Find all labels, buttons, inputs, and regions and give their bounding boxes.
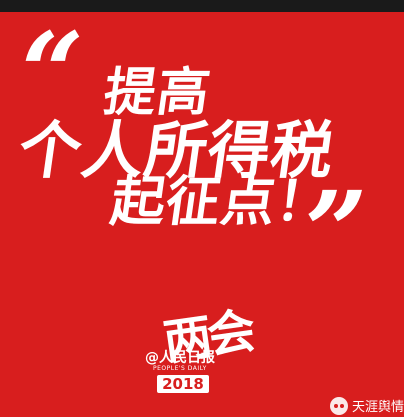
wechat-icon bbox=[330, 397, 348, 415]
people-daily-brand: @人民日报 bbox=[145, 347, 215, 367]
poster: “ 提高 个人所得税 起征点！ ” 两会 @人民日报 PEOPLE'S DAIL… bbox=[0, 12, 404, 417]
watermark: 天涯舆情 bbox=[330, 396, 404, 415]
people-daily-two-sessions-emblem: 两会 @人民日报 PEOPLE'S DAILY 2018 bbox=[145, 297, 255, 407]
watermark-text: 天涯舆情 bbox=[352, 396, 404, 415]
people-daily-english: PEOPLE'S DAILY bbox=[153, 365, 207, 372]
emblem-year-badge: 2018 bbox=[157, 375, 209, 393]
